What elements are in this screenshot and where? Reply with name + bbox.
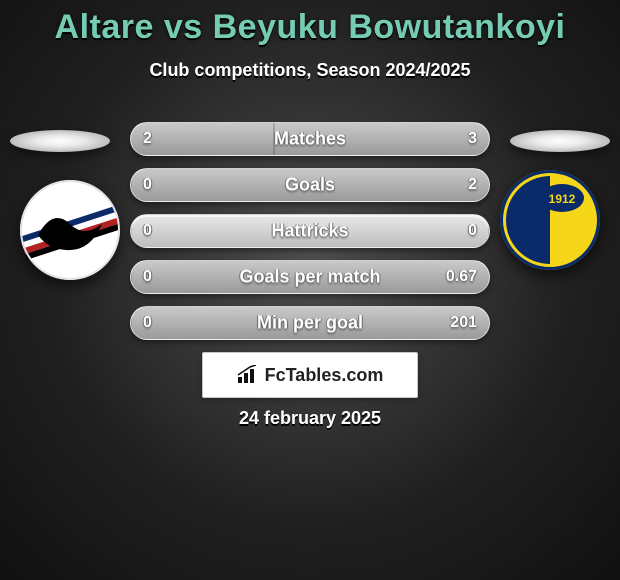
stat-label: Matches xyxy=(131,129,489,150)
stat-label: Hattricks xyxy=(131,221,489,242)
modena-crest-icon: 1912 xyxy=(500,170,600,270)
stat-label: Min per goal xyxy=(131,313,489,334)
team-right-crest: 1912 xyxy=(500,170,600,270)
svg-text:1912: 1912 xyxy=(549,192,576,206)
team-left-shadow-spot xyxy=(10,130,110,152)
comparison-infographic: Altare vs Beyuku Bowutankoyi Club compet… xyxy=(0,0,620,580)
stat-value-right: 3 xyxy=(468,130,477,148)
stat-value-right: 2 xyxy=(468,176,477,194)
bar-chart-icon xyxy=(237,365,259,385)
stat-bar: 2 Matches 3 xyxy=(130,122,490,156)
date-line: 24 february 2025 xyxy=(0,408,620,429)
stat-value-right: 0.67 xyxy=(446,268,477,286)
stat-bars: 2 Matches 3 0 Goals 2 0 Hattricks 0 0 Go… xyxy=(130,122,490,352)
page-title: Altare vs Beyuku Bowutankoyi xyxy=(0,8,620,47)
brand-text: FcTables.com xyxy=(265,365,384,386)
stat-bar: 0 Min per goal 201 xyxy=(130,306,490,340)
brand-badge: FcTables.com xyxy=(202,352,418,398)
team-left-crest xyxy=(20,180,120,280)
stat-label: Goals per match xyxy=(131,267,489,288)
page-subtitle: Club competitions, Season 2024/2025 xyxy=(0,60,620,81)
stat-value-right: 0 xyxy=(468,222,477,240)
stat-bar: 0 Hattricks 0 xyxy=(130,214,490,248)
sampdoria-crest-icon xyxy=(20,180,120,280)
team-right-shadow-spot xyxy=(510,130,610,152)
stat-value-right: 201 xyxy=(450,314,477,332)
stat-bar: 0 Goals per match 0.67 xyxy=(130,260,490,294)
stat-bar: 0 Goals 2 xyxy=(130,168,490,202)
stat-label: Goals xyxy=(131,175,489,196)
